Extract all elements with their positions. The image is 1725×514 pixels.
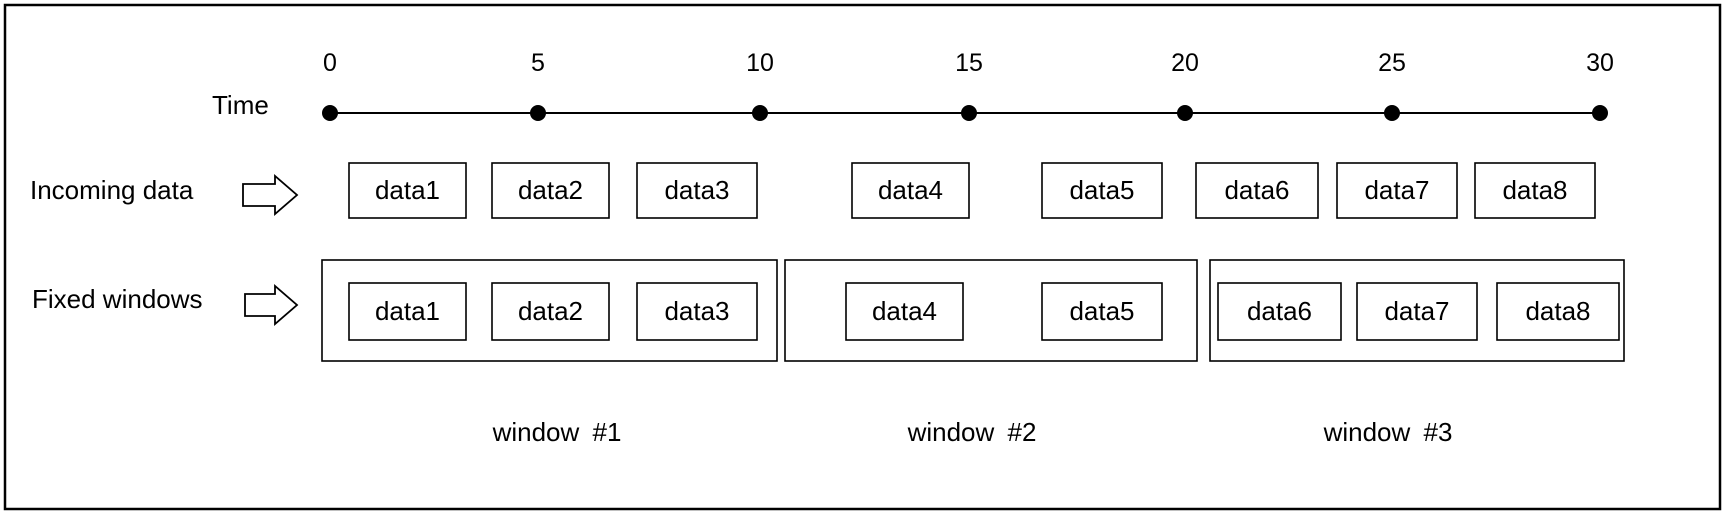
incoming-data-box <box>1195 162 1319 219</box>
timeline-tick-label: 25 <box>1378 49 1406 77</box>
timeline-tick-label: 0 <box>323 49 337 77</box>
window-data-text: data4 <box>872 296 937 326</box>
window-label: window #1 <box>492 417 622 447</box>
timeline-dot <box>1592 105 1608 121</box>
timeline-dot <box>752 105 768 121</box>
timeline-tick-label: 20 <box>1171 49 1199 77</box>
fixed-windows-arrow-icon <box>244 284 299 326</box>
window-data-box <box>348 282 467 341</box>
window-data-box <box>491 282 610 341</box>
incoming-data-box <box>1041 162 1163 219</box>
window-data-text: data3 <box>664 296 729 326</box>
incoming-data-items: data1 data2 data3 data4 data5 data6 data7 data8 <box>348 162 1596 219</box>
incoming-data-box <box>348 162 467 219</box>
fixed-windows: data1 data2 data3 window #1 data4 data5 window… <box>321 259 1625 447</box>
timeline-tick-label: 15 <box>955 49 983 77</box>
time-label: Time <box>212 90 269 120</box>
incoming-data-text: data4 <box>878 175 943 205</box>
timeline-tick-label: 30 <box>1586 49 1614 77</box>
incoming-data-box <box>851 162 970 219</box>
window-data-box <box>1041 282 1163 341</box>
window-label: window #3 <box>1323 417 1453 447</box>
timeline-dot <box>530 105 546 121</box>
window-data-box <box>636 282 758 341</box>
window-data-box <box>1356 282 1478 341</box>
timeline-dot <box>961 105 977 121</box>
incoming-data-box <box>491 162 610 219</box>
incoming-data-text: data2 <box>518 175 583 205</box>
incoming-data-text: data7 <box>1364 175 1429 205</box>
incoming-arrow-icon <box>242 174 299 216</box>
incoming-data-text: data6 <box>1224 175 1289 205</box>
incoming-data-label: Incoming data <box>30 175 194 205</box>
timeline-tick-label: 10 <box>746 49 774 77</box>
incoming-data-text: data3 <box>664 175 729 205</box>
incoming-data-text: data5 <box>1069 175 1134 205</box>
incoming-data-text: data1 <box>375 175 440 205</box>
window-data-text: data6 <box>1247 296 1312 326</box>
timeline-dot <box>1177 105 1193 121</box>
incoming-data-box <box>1336 162 1458 219</box>
window-data-box <box>1496 282 1620 341</box>
window-data-box <box>845 282 964 341</box>
timeline-dot <box>322 105 338 121</box>
timeline-tick-label: 5 <box>531 49 545 77</box>
window-data-text: data2 <box>518 296 583 326</box>
timeline-ticks: 0 5 10 15 20 25 30 <box>322 49 1614 121</box>
window-data-text: data7 <box>1384 296 1449 326</box>
incoming-data-box <box>636 162 758 219</box>
window-data-text: data5 <box>1069 296 1134 326</box>
window-data-text: data8 <box>1525 296 1590 326</box>
fixed-windows-label: Fixed windows <box>32 284 203 314</box>
window-label: window #2 <box>907 417 1037 447</box>
incoming-data-text: data8 <box>1502 175 1567 205</box>
window-data-text: data1 <box>375 296 440 326</box>
incoming-data-box <box>1474 162 1596 219</box>
window-data-box <box>1217 282 1342 341</box>
timeline-dot <box>1384 105 1400 121</box>
diagram-frame <box>3 3 1722 511</box>
